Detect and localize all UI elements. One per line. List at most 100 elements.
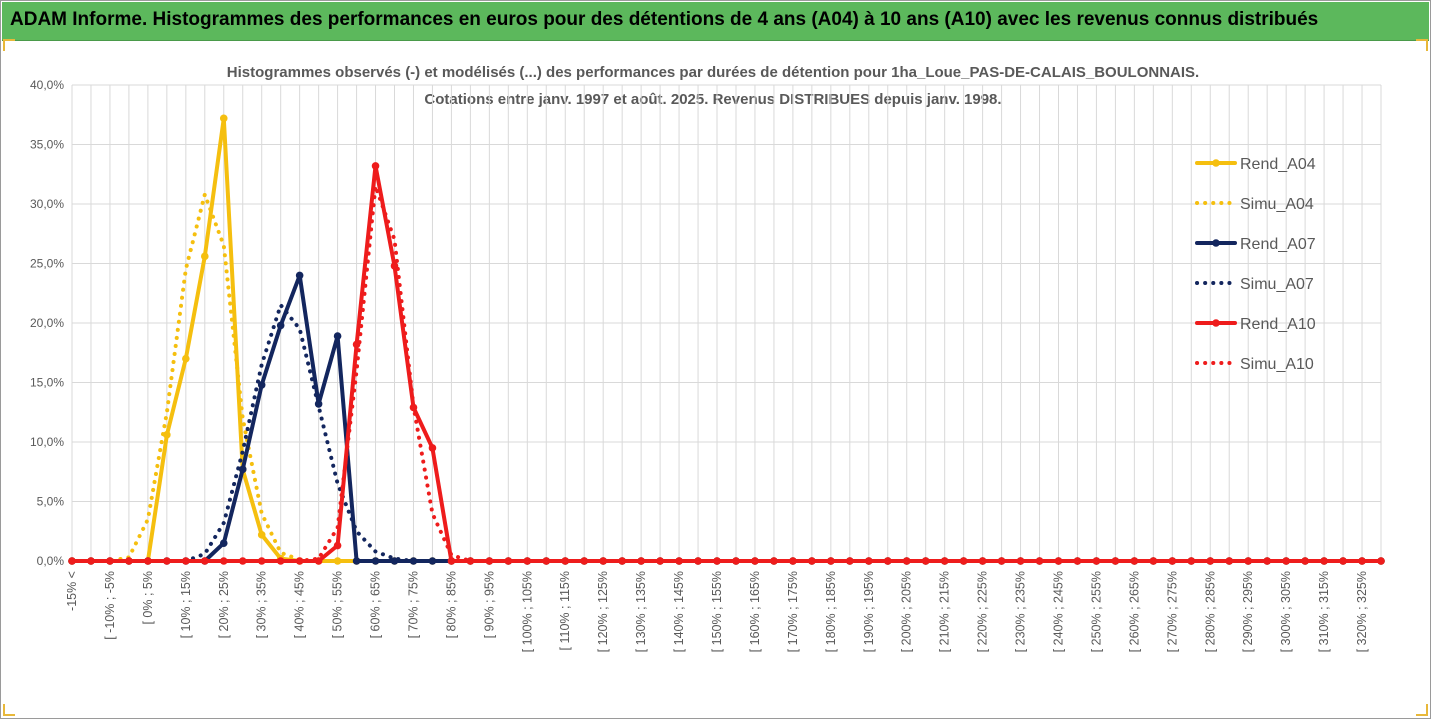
y-tick-label: 35,0%	[30, 138, 64, 152]
data-point-Rend_A10	[523, 557, 532, 565]
x-tick-label: [ 270% ; 275%	[1165, 571, 1179, 652]
data-point-Rend_A10	[959, 557, 968, 565]
data-point-Rend_A04	[219, 114, 228, 123]
data-point-Rend_A10	[618, 557, 626, 565]
data-point-Rend_A10	[789, 557, 797, 565]
x-tick-label: [ 90% ; 95%	[482, 571, 496, 638]
data-point-Rend_A10	[675, 557, 683, 565]
series-line-Rend_A04	[70, 116, 1383, 563]
series-line-Simu_A07	[70, 303, 1383, 563]
data-point-Rend_A04	[163, 431, 171, 439]
legend-label-Simu_A07: Simu_A07	[1240, 276, 1314, 293]
legend-label-Rend_A04: Rend_A04	[1240, 156, 1316, 173]
x-tick-label: [ 200% ; 205%	[900, 571, 914, 652]
y-tick-label: 25,0%	[30, 257, 64, 271]
data-point-Rend_A07	[333, 332, 342, 340]
data-point-Rend_A10	[106, 557, 114, 565]
data-point-Rend_A04	[257, 531, 266, 539]
data-point-Rend_A07	[295, 271, 304, 280]
data-point-Rend_A10	[846, 557, 854, 565]
data-point-Rend_A10	[428, 444, 437, 452]
x-tick-label: [ 190% ; 195%	[862, 571, 876, 652]
x-tick-label: [ 220% ; 225%	[976, 571, 990, 652]
x-tick-label: [ 310% ; 315%	[1317, 571, 1331, 652]
data-point-Rend_A10	[447, 557, 456, 565]
series-line-Rend_A07	[70, 273, 1383, 563]
data-point-Rend_A10	[1016, 557, 1025, 565]
x-tick-label: [ 20% ; 25%	[217, 571, 231, 638]
data-point-Rend_A04	[182, 354, 190, 363]
legend-marker-Rend_A07	[1212, 239, 1220, 247]
legend-label-Simu_A10: Simu_A10	[1240, 356, 1314, 373]
data-point-Rend_A04	[200, 252, 209, 261]
x-tick-label: [ 40% ; 45%	[293, 571, 307, 638]
header-bar: ADAM Informe. Histogrammes des performan…	[2, 2, 1429, 41]
data-point-Rend_A07	[352, 557, 361, 565]
x-tick-label: [ 250% ; 255%	[1089, 571, 1103, 652]
data-point-Rend_A10	[1073, 557, 1082, 565]
x-tick-label: [ 160% ; 165%	[748, 571, 762, 652]
x-tick-label: [ 240% ; 245%	[1051, 571, 1065, 652]
page-title: ADAM Informe. Histogrammes des performan…	[10, 9, 1319, 30]
x-axis: -15% < [ -10% ; -5% [ 0% ; 5% [ 10% ; 15% [ …	[65, 571, 1369, 652]
data-point-Rend_A10	[87, 557, 95, 565]
data-point-Rend_A10	[200, 557, 209, 565]
x-tick-label: [ 80% ; 85%	[444, 571, 458, 638]
data-point-Rend_A10	[1358, 557, 1366, 565]
x-tick-label: [ 60% ; 65%	[369, 571, 383, 638]
data-point-Rend_A10	[1244, 557, 1253, 565]
data-point-Rend_A10	[580, 557, 589, 565]
data-point-Rend_A10	[1187, 557, 1196, 565]
x-tick-label: [ 30% ; 35%	[255, 571, 269, 638]
data-point-Rend_A10	[371, 162, 380, 170]
performance-histogram-chart: Histogrammes observés (-) et modélisés (…	[30, 64, 1385, 652]
x-tick-label: [ 130% ; 135%	[634, 571, 648, 652]
x-tick-label: [ 50% ; 55%	[331, 571, 345, 638]
series-line-Simu_A04	[70, 192, 1383, 563]
x-tick-label: [ 100% ; 105%	[520, 571, 534, 652]
x-tick-label: [ 170% ; 175%	[786, 571, 800, 652]
y-tick-label: 10,0%	[30, 435, 64, 449]
x-tick-label: [ 150% ; 155%	[710, 571, 724, 652]
chart-title-line-2: Cotations entre janv. 1997 et août. 2025…	[424, 91, 1001, 108]
x-tick-label: [ 210% ; 215%	[938, 571, 952, 652]
x-tick-label: [ 230% ; 235%	[1014, 571, 1028, 652]
data-point-Rend_A10	[637, 557, 645, 565]
x-tick-label: [ 300% ; 305%	[1279, 571, 1293, 652]
legend-marker-Rend_A10	[1212, 319, 1220, 327]
y-tick-label: 30,0%	[30, 197, 64, 211]
data-point-Rend_A10	[333, 541, 342, 550]
resize-handle-bottom-left[interactable]	[3, 704, 15, 716]
x-tick-label: [ 120% ; 125%	[596, 571, 610, 652]
x-tick-label: [ 10% ; 15%	[179, 571, 193, 638]
y-tick-label: 5,0%	[37, 495, 65, 509]
data-point-Rend_A10	[1339, 557, 1347, 565]
grid-lines	[71, 84, 1382, 562]
x-tick-label: [ 0% ; 5%	[141, 571, 155, 625]
x-tick-label: [ 290% ; 295%	[1241, 571, 1255, 652]
data-point-Rend_A10	[902, 557, 911, 565]
data-point-Rend_A10	[1130, 557, 1139, 565]
data-point-Rend_A10	[466, 557, 475, 565]
y-tick-label: 20,0%	[30, 316, 64, 330]
data-point-Rend_A10	[257, 557, 266, 565]
data-point-Rend_A07	[371, 557, 380, 565]
y-axis: 0,0% 5,0% 10,0% 15,0% 20,0% 25,0% 30,0% 35,0% 40…	[30, 78, 64, 568]
y-tick-label: 15,0%	[30, 376, 64, 390]
data-point-Rend_A10	[732, 557, 740, 565]
x-tick-label: [ 110% ; 115%	[558, 571, 572, 650]
resize-handle-bottom-right[interactable]	[1416, 704, 1428, 716]
legend-label-Rend_A10: Rend_A10	[1240, 316, 1316, 333]
x-tick-label: -15% <	[65, 571, 79, 611]
legend-label-Rend_A07: Rend_A07	[1240, 236, 1316, 253]
data-point-Rend_A07	[219, 539, 228, 547]
resize-handle-top-left[interactable]	[3, 39, 15, 51]
data-point-Rend_A07	[276, 321, 285, 330]
legend: Rend_A04 Simu_A04 Rend_A07 Simu_A07 Rend_A10…	[1195, 156, 1316, 373]
y-tick-label: 40,0%	[30, 78, 64, 92]
data-point-Rend_A07	[238, 465, 247, 474]
resize-handle-top-right[interactable]	[1416, 39, 1428, 51]
x-tick-label: [ 280% ; 285%	[1203, 571, 1217, 652]
x-tick-label: [ 180% ; 185%	[824, 571, 838, 652]
